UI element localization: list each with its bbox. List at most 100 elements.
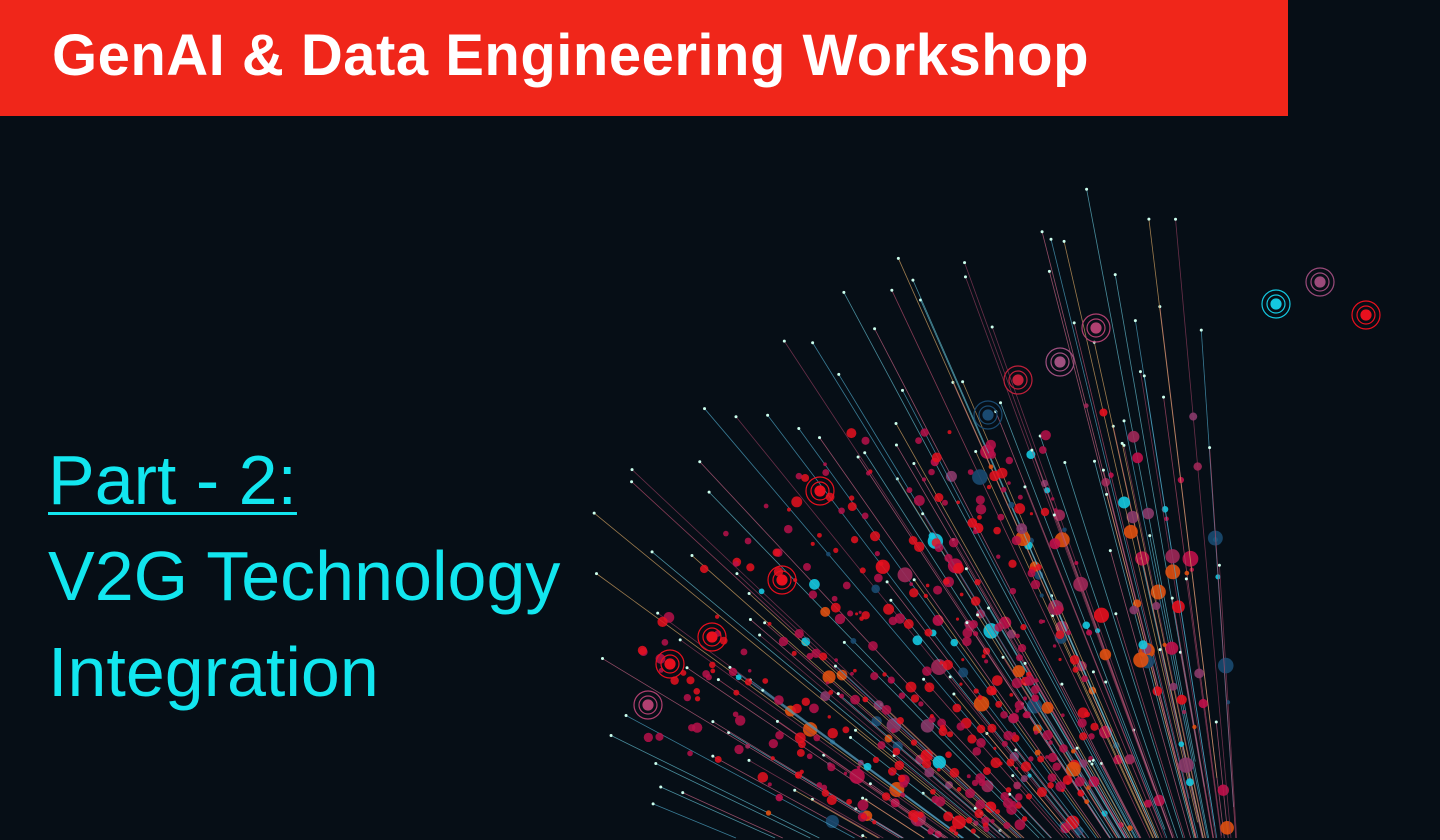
burst-dot — [1101, 810, 1108, 817]
burst-dot — [859, 567, 866, 574]
burst-dot — [787, 507, 791, 512]
burst-ring — [1270, 298, 1282, 310]
burst-dot — [1158, 648, 1162, 652]
burst-dot — [912, 578, 916, 582]
burst-dot — [988, 464, 994, 470]
burst-dot — [775, 730, 784, 740]
burst-dot — [944, 553, 953, 563]
burst-dot — [806, 753, 813, 760]
burst-dot — [931, 452, 942, 463]
burst-dot — [1007, 481, 1011, 485]
burst-dot — [1063, 461, 1067, 465]
burst-dot — [1113, 273, 1117, 277]
burst-ring — [1351, 300, 1381, 330]
burst-dot — [949, 827, 953, 831]
burst-dot — [1122, 419, 1126, 423]
burst-dot — [1142, 507, 1155, 520]
burst-dot — [883, 603, 895, 615]
burst-dot — [1091, 670, 1095, 674]
burst-dot — [716, 678, 720, 682]
burst-dot — [1065, 761, 1081, 777]
burst-dot — [735, 572, 739, 576]
burst-line — [1061, 683, 1142, 839]
burst-ring — [1008, 370, 1028, 390]
burst-ring — [973, 400, 1003, 430]
burst-dot — [1030, 448, 1034, 452]
burst-dot — [1026, 450, 1036, 460]
burst-dot — [1052, 762, 1061, 771]
burst-dot — [630, 468, 634, 472]
burst-dot — [1169, 682, 1178, 691]
burst-dot — [983, 825, 990, 833]
burst-dot — [1088, 776, 1100, 788]
burst-dot — [711, 754, 715, 758]
burst-dot — [791, 650, 797, 656]
burst-ring — [1310, 272, 1330, 292]
burst-dot — [1126, 510, 1139, 524]
burst-dot — [1015, 633, 1020, 639]
burst-dot — [995, 700, 1003, 708]
burst-dot — [688, 724, 696, 732]
burst-dot — [1075, 746, 1079, 750]
burst-dot — [1020, 775, 1028, 783]
burst-dot — [656, 611, 660, 615]
burst-dot — [945, 470, 957, 482]
burst-dot — [865, 470, 871, 476]
burst-dot — [714, 756, 722, 763]
burst-dot — [1174, 217, 1178, 221]
burst-dot — [690, 554, 694, 558]
burst-dot — [982, 767, 991, 776]
burst-dot — [894, 422, 898, 426]
burst-dot — [999, 401, 1003, 405]
burst-dot — [888, 616, 898, 626]
burst-dot — [1150, 584, 1166, 600]
burst-dot — [976, 613, 980, 617]
burst-dot — [1049, 538, 1061, 550]
burst-dot — [1033, 730, 1039, 735]
burst-line — [862, 797, 925, 839]
burst-line — [764, 622, 1010, 839]
burst-dot — [988, 450, 996, 459]
burst-line — [729, 667, 963, 839]
burst-dot — [735, 674, 742, 681]
burst-dot — [920, 428, 929, 437]
burst-dot — [934, 493, 944, 503]
burst-line — [1050, 239, 1199, 839]
burst-dot — [1047, 773, 1057, 783]
burst-dot — [816, 782, 823, 788]
burst-dot — [1062, 775, 1073, 785]
burst-dot — [1011, 535, 1022, 546]
burst-dot — [827, 728, 838, 739]
burst-dot — [961, 380, 965, 384]
burst-dot — [1079, 732, 1088, 741]
burst-dot — [693, 687, 701, 695]
burst-dot — [970, 828, 976, 834]
burst-dot — [1014, 700, 1025, 711]
burst-dot — [848, 495, 855, 501]
burst-dot — [1045, 755, 1049, 759]
burst-dot — [1077, 718, 1087, 728]
burst-dot — [937, 767, 941, 772]
burst-dot — [1123, 524, 1138, 539]
burst-dot — [1133, 319, 1137, 323]
burst-dot — [592, 511, 596, 515]
burst-dot — [694, 696, 701, 702]
burst-dot — [1047, 269, 1051, 273]
burst-dot — [959, 592, 964, 597]
burst-dot — [707, 490, 711, 494]
burst-dot — [961, 658, 965, 662]
burst-dot — [881, 792, 891, 801]
burst-dot — [917, 811, 924, 818]
burst-dot — [1016, 523, 1028, 535]
burst-dot — [1199, 328, 1203, 332]
burst-dot — [1108, 549, 1112, 553]
burst-dot — [767, 621, 772, 626]
burst-ring — [660, 654, 680, 674]
burst-dot — [1099, 408, 1108, 417]
burst-dot — [1053, 508, 1058, 512]
burst-dot — [854, 728, 858, 732]
burst-dot — [1142, 374, 1146, 378]
burst-line — [920, 299, 1144, 807]
burst-dot — [956, 722, 965, 731]
burst-dot — [847, 610, 854, 617]
